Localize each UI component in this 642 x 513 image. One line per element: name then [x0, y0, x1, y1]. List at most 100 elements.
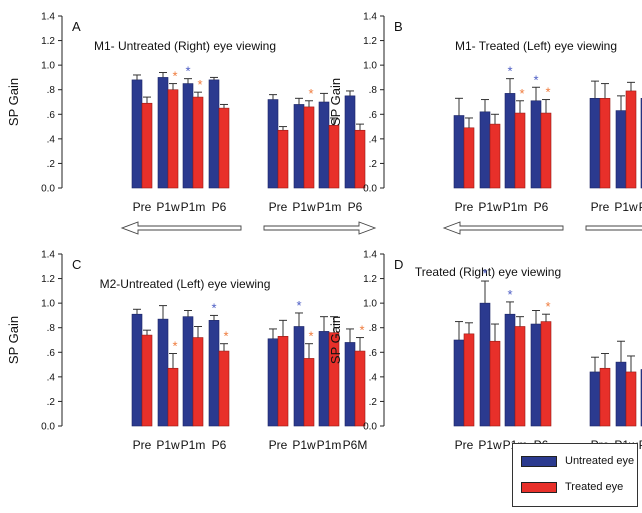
y-tick-label: 0.0 [363, 422, 377, 433]
x-tick-label: P1w [478, 200, 502, 214]
legend-swatch-untreated [521, 455, 557, 467]
bar-treated [277, 129, 289, 189]
panel-letter: B [394, 19, 403, 34]
significance-marker-untreated: * [507, 64, 512, 79]
legend-item-untreated: Untreated eye [521, 455, 634, 467]
y-tick-label: .2 [369, 159, 378, 170]
bar-treated [167, 367, 179, 427]
y-tick-label: 1.2 [363, 274, 377, 285]
bar-untreated [293, 104, 305, 189]
legend: Untreated eye Treated eye [512, 443, 638, 507]
x-tick-label: Pre [455, 200, 474, 214]
y-tick-label: .2 [369, 397, 378, 408]
bar-treated [303, 358, 315, 427]
bar-treated [599, 367, 611, 427]
x-tick-label: P6 [212, 200, 227, 214]
y-tick-label: .4 [47, 372, 56, 383]
legend-label-treated: Treated eye [565, 481, 624, 493]
x-tick-label: P6 [348, 200, 363, 214]
panel-title: M1- Treated (Left) eye viewing [455, 39, 617, 53]
x-tick-label: P1w [156, 438, 180, 452]
y-tick-label: .8 [369, 323, 378, 334]
bar-untreated [344, 95, 356, 189]
bar-treated [599, 98, 611, 189]
y-tick-label: .8 [47, 85, 56, 96]
y-tick-label: .4 [47, 134, 56, 145]
y-tick-label: 1.4 [41, 250, 55, 261]
panel-c: 0.0 .2 .4 .6 .8 1.0 1.2 1.4 SP Gain C M2-Untreated… [6, 250, 367, 453]
x-tick-label: P1w [156, 200, 180, 214]
bar-treated [463, 127, 475, 189]
bar-treated [218, 107, 230, 189]
bar-treated [192, 337, 204, 427]
x-tick-label: P1w [614, 200, 638, 214]
bar-untreated [453, 339, 465, 427]
significance-marker-treated: * [223, 329, 228, 344]
y-axis-label: SP Gain [6, 78, 21, 126]
bar-treated [141, 102, 153, 189]
bar-untreated [208, 320, 220, 427]
bar-untreated [182, 83, 194, 189]
significance-marker-untreated: * [211, 300, 216, 315]
x-tick-label: P1w [292, 438, 316, 452]
bar-untreated [530, 100, 542, 189]
y-tick-label: 0.0 [41, 184, 55, 195]
bar-untreated [530, 323, 542, 427]
x-tick-label: P6 [534, 200, 549, 214]
significance-marker-untreated: * [296, 298, 301, 313]
y-tick-label: 1.0 [363, 299, 377, 310]
y-tick-label: .6 [47, 348, 56, 359]
significance-marker-untreated: * [482, 266, 487, 281]
y-tick-label: 0.0 [363, 184, 377, 195]
legend-item-treated: Treated eye [521, 481, 623, 493]
bar-treated [514, 326, 526, 427]
panel-letter: D [394, 257, 403, 272]
y-tick-label: 1.2 [41, 274, 55, 285]
panel-title: M2-Untreated (Left) eye viewing [100, 277, 271, 291]
bar-untreated [157, 318, 169, 427]
bar-untreated [293, 326, 305, 427]
panel-title: Treated (Right) eye viewing [415, 265, 561, 279]
bar-treated [141, 334, 153, 427]
bar-treated [514, 112, 526, 189]
left-arrow [120, 221, 242, 235]
y-axis-label: SP Gain [328, 78, 343, 126]
bar-treated [354, 350, 366, 427]
bar-treated [167, 89, 179, 189]
significance-marker-untreated: * [533, 72, 538, 87]
y-tick-label: .2 [47, 159, 56, 170]
bar-untreated [479, 302, 491, 427]
x-tick-label: P1m [503, 200, 528, 214]
bar-treated [277, 336, 289, 427]
bar-untreated [589, 371, 601, 427]
y-tick-label: 1.0 [363, 61, 377, 72]
right-arrow [585, 225, 642, 231]
y-tick-label: .8 [369, 85, 378, 96]
bar-untreated [504, 93, 516, 189]
significance-marker-treated: * [359, 323, 364, 338]
x-tick-label: P6 [212, 438, 227, 452]
bar-treated [489, 123, 501, 189]
x-tick-label: Pre [269, 438, 288, 452]
bar-untreated [182, 316, 194, 427]
y-tick-label: .2 [47, 397, 56, 408]
significance-marker-treated: * [545, 85, 550, 100]
bar-treated [192, 96, 204, 189]
panel-letter: A [72, 19, 81, 34]
bar-treated [540, 321, 552, 427]
x-tick-label: Pre [591, 200, 610, 214]
x-tick-label: P1m [639, 438, 642, 452]
x-tick-label: P6M [343, 438, 368, 452]
y-tick-label: 1.0 [41, 61, 55, 72]
right-arrow [263, 221, 377, 235]
significance-marker-treated: * [172, 69, 177, 84]
bar-untreated [453, 115, 465, 189]
significance-marker-treated: * [545, 299, 550, 314]
bar-treated [328, 125, 340, 189]
bar-untreated [479, 111, 491, 189]
significance-marker-untreated: * [507, 287, 512, 302]
panel-letter: C [72, 257, 81, 272]
y-tick-label: .8 [47, 323, 56, 334]
panel-d: 0.0 .2 .4 .6 .8 1.0 1.2 1.4 SP Gain D Treated (Rig… [328, 250, 642, 452]
